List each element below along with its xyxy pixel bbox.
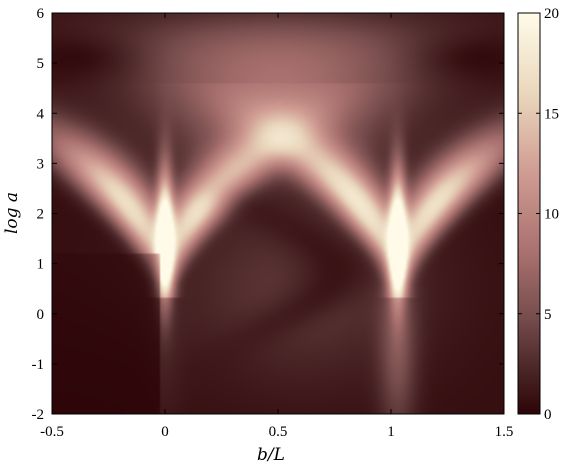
y-tick-label: 3: [37, 156, 45, 172]
colorbar-tick-label: 5: [544, 307, 552, 323]
y-tick-label: -1: [32, 357, 45, 373]
y-axis-label: log a: [2, 192, 22, 234]
y-tick-label: 4: [37, 106, 45, 122]
y-tick-label: 1: [37, 257, 45, 273]
colorbar-ticks: 0 5 10 15 20: [518, 6, 559, 423]
colorbar-tick-label: 0: [544, 407, 552, 423]
y-tick-label: 2: [37, 207, 45, 223]
y-tick-label: 6: [37, 6, 45, 22]
x-axis: -0.5 0 0.5 1 1.5: [40, 13, 513, 440]
colorbar: [518, 13, 540, 414]
heatmap-image: [52, 13, 504, 414]
x-tick-label: 0.5: [269, 424, 288, 440]
plot-area: [52, 13, 504, 414]
colorbar-tick-label: 15: [544, 106, 559, 122]
x-tick-label: 0: [161, 424, 169, 440]
colorbar-tick-label: 10: [544, 207, 559, 223]
x-tick-label: 1.5: [495, 424, 514, 440]
colorbar-tick-label: 20: [544, 6, 559, 22]
y-tick-label: 0: [37, 307, 45, 323]
y-tick-label: 5: [37, 56, 45, 72]
x-axis-label: b/L: [257, 445, 285, 465]
y-tick-label: -2: [32, 407, 45, 423]
x-tick-label: 1: [387, 424, 395, 440]
y-axis: -2 -1 0 1 2 3 4 5 6: [32, 6, 504, 423]
x-tick-label: -0.5: [40, 424, 64, 440]
